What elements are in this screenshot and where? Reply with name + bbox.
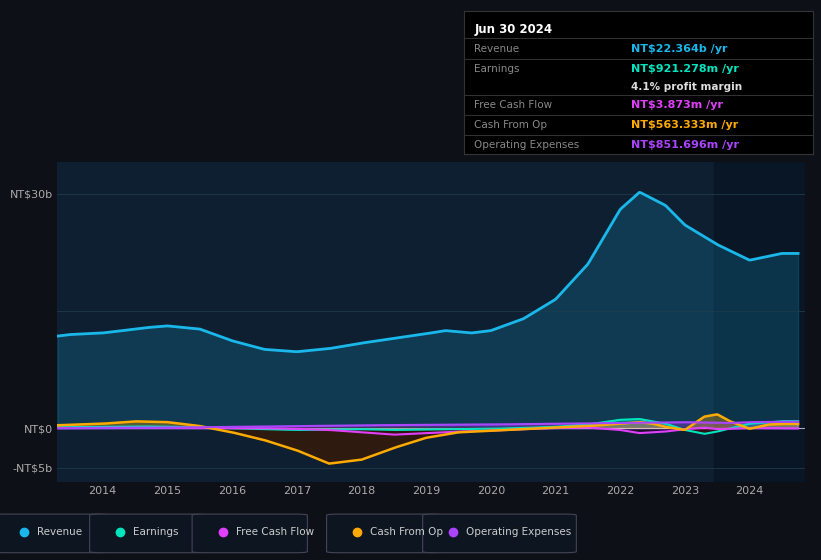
FancyBboxPatch shape [327, 514, 442, 553]
Text: NT$3.873m /yr: NT$3.873m /yr [631, 100, 723, 110]
Text: Operating Expenses: Operating Expenses [466, 527, 571, 537]
Text: Free Cash Flow: Free Cash Flow [236, 527, 314, 537]
Text: Revenue: Revenue [475, 44, 520, 54]
FancyBboxPatch shape [89, 514, 205, 553]
Text: Cash From Op: Cash From Op [475, 120, 548, 130]
Text: 4.1% profit margin: 4.1% profit margin [631, 82, 742, 92]
Text: Operating Expenses: Operating Expenses [475, 139, 580, 150]
Text: NT$851.696m /yr: NT$851.696m /yr [631, 139, 740, 150]
Text: NT$563.333m /yr: NT$563.333m /yr [631, 120, 739, 130]
FancyBboxPatch shape [192, 514, 307, 553]
Text: Revenue: Revenue [37, 527, 82, 537]
Text: Free Cash Flow: Free Cash Flow [475, 100, 553, 110]
Text: NT$921.278m /yr: NT$921.278m /yr [631, 64, 739, 74]
FancyBboxPatch shape [423, 514, 576, 553]
Text: NT$22.364b /yr: NT$22.364b /yr [631, 44, 728, 54]
Text: Jun 30 2024: Jun 30 2024 [475, 22, 553, 35]
FancyBboxPatch shape [0, 514, 109, 553]
Text: Cash From Op: Cash From Op [370, 527, 443, 537]
Bar [714, 162, 805, 482]
Text: Earnings: Earnings [475, 64, 520, 74]
Text: Earnings: Earnings [133, 527, 179, 537]
